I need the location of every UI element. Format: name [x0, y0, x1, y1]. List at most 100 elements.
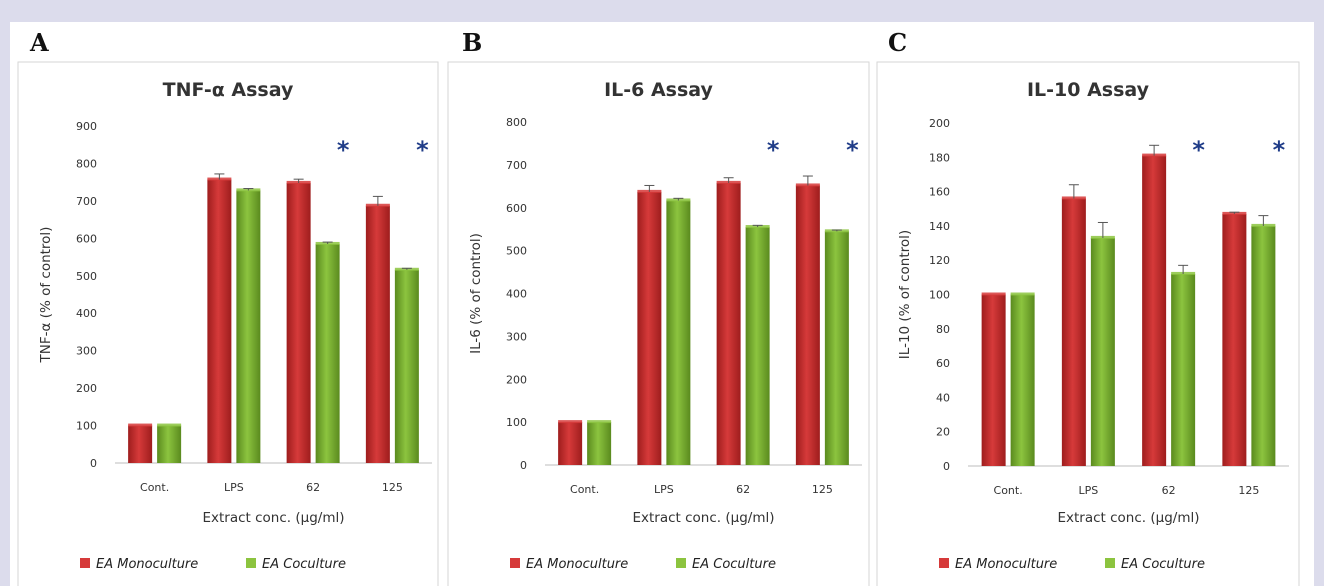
panel-b-xtick-3: 125 — [812, 483, 833, 496]
panel-a-bar-cap-co-0 — [157, 423, 182, 427]
panel-b-ytick-4: 400 — [506, 288, 527, 301]
panel-b-xlabel: Extract conc. (µg/ml) — [632, 510, 774, 526]
panel-b-ytick-0: 0 — [520, 459, 527, 472]
panel-a-bar-mono-2 — [286, 182, 311, 463]
panel-c-legend-label-co: EA Coculture — [1121, 557, 1205, 572]
panel-a-bar-mono-3 — [365, 205, 390, 464]
panel-a-significance-star-2: * — [337, 136, 350, 164]
panel-a: A TNF-α Assay 0 100 200 300 400 500 600 700 800 900… — [17, 28, 439, 586]
panel-c-bar-cap-mono-0 — [981, 292, 1006, 296]
panel-a-ytick-8: 800 — [76, 157, 97, 170]
panel-c-ytick-1: 20 — [936, 426, 950, 439]
panel-c-ylabel: IL-10 (% of control) — [897, 230, 913, 359]
panel-b-xtick-1: LPS — [654, 483, 674, 496]
panel-a-xtick-0: Cont. — [140, 481, 169, 494]
panel-a-legend-swatch-co — [246, 558, 256, 568]
panel-b-ylabel: IL-6 (% of control) — [468, 233, 484, 354]
panel-c-significance-star-2: * — [1192, 136, 1205, 164]
panel-b-legend-swatch-co — [676, 558, 686, 568]
panel-a-ytick-4: 400 — [76, 307, 97, 320]
panel-a-title: TNF-α Assay — [163, 79, 294, 101]
right-margin-band — [1314, 0, 1324, 586]
panel-a-legend-label-mono: EA Monoculture — [96, 557, 198, 572]
panel-a-xtick-3: 125 — [382, 481, 403, 494]
panel-b-ytick-6: 600 — [506, 202, 527, 215]
panel-a-ytick-5: 500 — [76, 270, 97, 283]
panel-a-xlabel: Extract conc. (µg/ml) — [202, 510, 344, 526]
panel-a-ytick-1: 100 — [76, 420, 97, 433]
panel-c-legend-label-mono: EA Monoculture — [955, 557, 1057, 572]
panel-c-legend-swatch-mono — [939, 558, 949, 568]
panel-b-bar-co-0 — [587, 422, 612, 465]
panel-a-ytick-2: 200 — [76, 382, 97, 395]
panel-c-ytick-0: 0 — [943, 460, 950, 473]
panel-c-ytick-3: 60 — [936, 357, 950, 370]
panel-b-legend: EA Monoculture EA Coculture — [510, 557, 776, 572]
panel-c-xtick-3: 125 — [1238, 484, 1259, 497]
top-margin-band — [0, 0, 1324, 22]
panel-c-ytick-4: 80 — [936, 323, 950, 336]
panel-b-bar-mono-3 — [795, 185, 820, 465]
panel-b-ytick-3: 300 — [506, 330, 527, 343]
panel-c-bar-mono-3 — [1222, 213, 1247, 466]
panel-a-ytick-3: 300 — [76, 345, 97, 358]
panel-c-ytick-5: 100 — [929, 289, 950, 302]
panel-c-bar-co-0 — [1010, 294, 1035, 466]
panel-a-letter: A — [29, 28, 49, 57]
panel-b-legend-swatch-mono — [510, 558, 520, 568]
panel-c-letter: C — [888, 28, 907, 57]
panel-a-bar-mono-0 — [128, 425, 153, 463]
panel-a-significance-star-3: * — [416, 136, 429, 164]
panel-a-bar-mono-1 — [207, 179, 232, 463]
panel-a-legend: EA Monoculture EA Coculture — [80, 557, 346, 572]
panel-b-bar-cap-co-0 — [587, 420, 612, 424]
panel-c-legend-swatch-co — [1105, 558, 1115, 568]
panel-b-bar-mono-1 — [637, 191, 662, 466]
panel-b-ytick-7: 700 — [506, 159, 527, 172]
panel-b-bar-mono-0 — [558, 422, 583, 465]
panel-b-bar-mono-2 — [716, 182, 741, 465]
panel-b-legend-label-mono: EA Monoculture — [526, 557, 628, 572]
panel-a-legend-swatch-mono — [80, 558, 90, 568]
panel-b-ytick-5: 500 — [506, 245, 527, 258]
panel-c-bar-mono-0 — [981, 294, 1006, 466]
panel-a-xtick-1: LPS — [224, 481, 244, 494]
panel-c-xtick-2: 62 — [1162, 484, 1176, 497]
panel-c-ytick-8: 160 — [929, 186, 950, 199]
panel-a-legend-label-co: EA Coculture — [262, 557, 346, 572]
panel-a-bar-co-1 — [236, 190, 261, 463]
panel-a-ytick-7: 700 — [76, 195, 97, 208]
panel-b-xtick-2: 62 — [736, 483, 750, 496]
panel-c-bar-mono-2 — [1142, 155, 1167, 466]
panel-b-bar-co-1 — [666, 200, 691, 465]
panel-c-ytick-10: 200 — [929, 117, 950, 130]
panel-c-ytick-7: 140 — [929, 220, 950, 233]
panel-a-ylabel: TNF-α (% of control) — [38, 227, 54, 364]
panel-c-bar-mono-1 — [1061, 198, 1086, 466]
panel-c-xtick-0: Cont. — [994, 484, 1023, 497]
panel-b: B IL-6 Assay 0 100 200 300 400 500 600 700 800 IL-6… — [447, 28, 870, 586]
panel-a-bar-co-2 — [315, 243, 340, 463]
panel-a-ytick-9: 900 — [76, 120, 97, 133]
panel-c-ytick-2: 40 — [936, 391, 950, 404]
panel-c-significance-star-3: * — [1273, 136, 1286, 164]
panel-c-title: IL-10 Assay — [1027, 79, 1150, 101]
panel-a-ytick-6: 600 — [76, 232, 97, 245]
panel-c: C IL-10 Assay 0 20 40 60 80 100 120 140 160 180 200 I… — [876, 28, 1300, 586]
left-margin-band — [0, 0, 10, 586]
panel-c-bar-co-2 — [1171, 273, 1196, 466]
panel-a-xtick-2: 62 — [306, 481, 320, 494]
panel-c-ytick-9: 180 — [929, 151, 950, 164]
panel-b-letter: B — [462, 28, 482, 57]
panel-a-bar-co-3 — [394, 269, 419, 463]
panel-c-legend: EA Monoculture EA Coculture — [939, 557, 1205, 572]
panel-b-significance-star-3: * — [846, 136, 859, 164]
panel-c-xtick-1: LPS — [1079, 484, 1099, 497]
panel-b-bar-co-3 — [824, 231, 849, 465]
panel-a-bar-co-0 — [157, 425, 182, 463]
panel-c-ytick-6: 120 — [929, 254, 950, 267]
panel-b-ytick-8: 800 — [506, 116, 527, 129]
panel-b-significance-star-2: * — [767, 136, 780, 164]
